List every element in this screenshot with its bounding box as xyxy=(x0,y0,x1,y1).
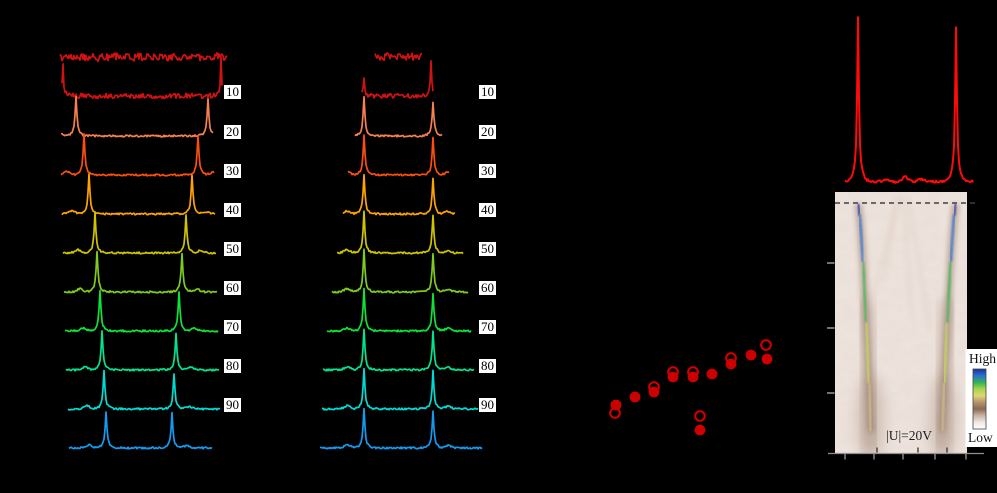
panel-a-waterfall xyxy=(59,51,228,450)
filled-circle-marker xyxy=(706,368,718,380)
filled-circle-marker xyxy=(761,353,773,365)
spectrum-trace xyxy=(60,132,215,177)
trace-label-chip: 10 xyxy=(479,84,496,99)
panel-d-composite xyxy=(827,16,997,460)
spectrum-trace xyxy=(68,411,213,450)
spectrum-trace xyxy=(326,287,472,333)
spectrum-trace xyxy=(62,211,217,255)
trace-label-chip: 60 xyxy=(224,280,241,295)
spectrum-trace xyxy=(342,173,456,216)
spectrum-trace xyxy=(65,330,220,372)
open-circle-marker xyxy=(725,352,737,364)
filled-circle-marker xyxy=(629,391,641,403)
voltage-annotation: |U|=20V xyxy=(886,428,933,443)
spectrum-trace xyxy=(347,134,450,177)
colorbar-gradient xyxy=(972,368,987,430)
heatmap-image xyxy=(835,192,967,453)
spectrum-trace xyxy=(64,289,219,333)
trace-label-chip: 90 xyxy=(224,397,241,412)
filled-circle-marker xyxy=(745,349,757,361)
trace-label-chip: 80 xyxy=(224,358,241,373)
trace-label-chip: 30 xyxy=(479,163,496,178)
open-circle-marker xyxy=(760,339,772,351)
trace-label-chip: 70 xyxy=(224,319,241,334)
colorbar-low-label: Low xyxy=(968,430,993,445)
open-circle-marker xyxy=(687,366,699,378)
spectrum-trace xyxy=(322,328,475,372)
colorbar-high-label: High xyxy=(969,351,996,366)
trace-label-chip: 40 xyxy=(224,202,241,217)
spectrum-trace xyxy=(321,367,479,411)
open-circle-marker xyxy=(648,381,660,393)
trace-label-chip: 10 xyxy=(224,84,241,99)
panel-b-waterfall xyxy=(319,52,483,450)
open-circle-marker xyxy=(694,410,706,422)
open-circle-marker xyxy=(609,407,621,419)
noise-trace xyxy=(374,52,423,62)
trace-label-chip: 20 xyxy=(224,124,241,139)
filled-circle-marker xyxy=(694,424,706,436)
spectrum-trace xyxy=(319,407,483,450)
trace-label-chip: 20 xyxy=(479,124,496,139)
spectrum-trace xyxy=(61,56,223,100)
trace-label-chip: 50 xyxy=(479,241,496,256)
open-circle-marker xyxy=(667,366,679,378)
spectrum-trace xyxy=(336,210,464,255)
panel-d-spectrum-trace xyxy=(844,16,974,184)
trace-label-chip: 70 xyxy=(479,319,496,334)
spectrum-trace xyxy=(67,369,221,411)
trace-label-chip: 60 xyxy=(479,280,496,295)
trace-label-chip: 90 xyxy=(479,397,496,412)
spectrum-trace xyxy=(61,172,216,216)
trace-label-chip: 30 xyxy=(224,163,241,178)
spectrum-trace xyxy=(60,95,214,138)
spectrum-trace xyxy=(331,248,469,294)
noise-trace xyxy=(59,51,228,63)
spectrum-trace xyxy=(361,60,434,99)
trace-label-chip: 40 xyxy=(479,202,496,217)
spectrum-trace xyxy=(63,250,218,294)
panel-c-scatter xyxy=(609,339,773,436)
spectrum-trace xyxy=(354,95,443,138)
trace-label-chip: 80 xyxy=(479,358,496,373)
trace-label-chip: 50 xyxy=(224,241,241,256)
